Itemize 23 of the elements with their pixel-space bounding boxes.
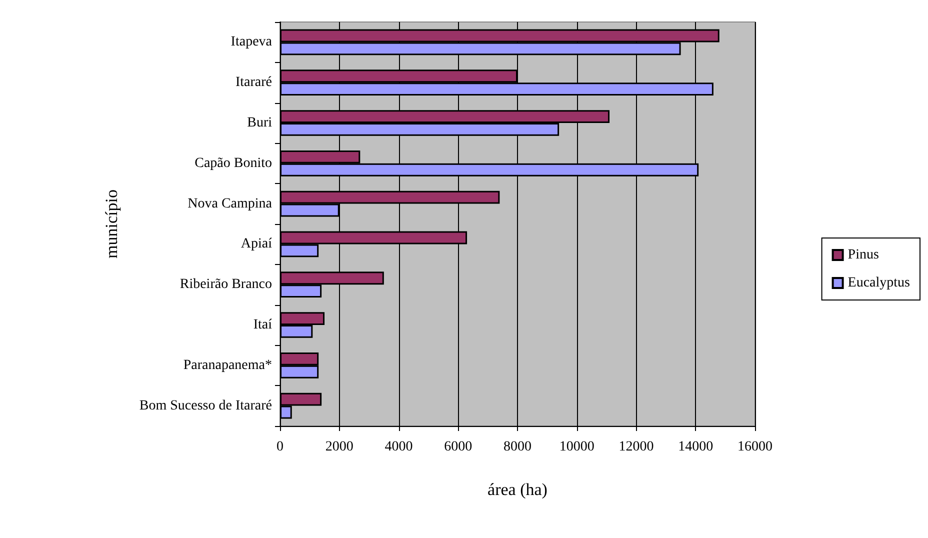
y-tick-label: Ribeirão Branco: [180, 277, 272, 292]
y-tick-label: Itaí: [253, 318, 272, 332]
y-tick-label: Bom Sucesso de Itararé: [139, 398, 272, 414]
legend-label: Pinus: [848, 248, 879, 262]
x-axis-title: área (ha): [488, 480, 548, 499]
x-tick-label: 8000: [504, 440, 532, 454]
x-tick-label: 2000: [325, 440, 354, 454]
y-tick-label: Itararé: [235, 75, 272, 90]
y-tick-label: Itapeva: [230, 34, 273, 50]
legend-label: Eucalyptus: [848, 276, 910, 290]
x-tick-label: 14000: [678, 440, 714, 454]
y-tick-label: Apiaí: [240, 236, 272, 252]
x-tick-label: 10000: [559, 440, 594, 454]
x-tick-label: 4000: [384, 440, 413, 454]
x-tick-label: 6000: [444, 440, 472, 454]
y-tick-label: Nova Campina: [188, 196, 273, 212]
x-tick-label: 16000: [738, 440, 772, 454]
y-tick-label: Capão Bonito: [194, 156, 272, 171]
x-tick-label: 0: [276, 440, 284, 454]
y-axis-title: município: [102, 190, 121, 258]
x-tick-label: 12000: [618, 440, 654, 454]
y-tick-label: Paranapanema*: [183, 358, 272, 373]
y-tick-label: Buri: [247, 116, 272, 130]
